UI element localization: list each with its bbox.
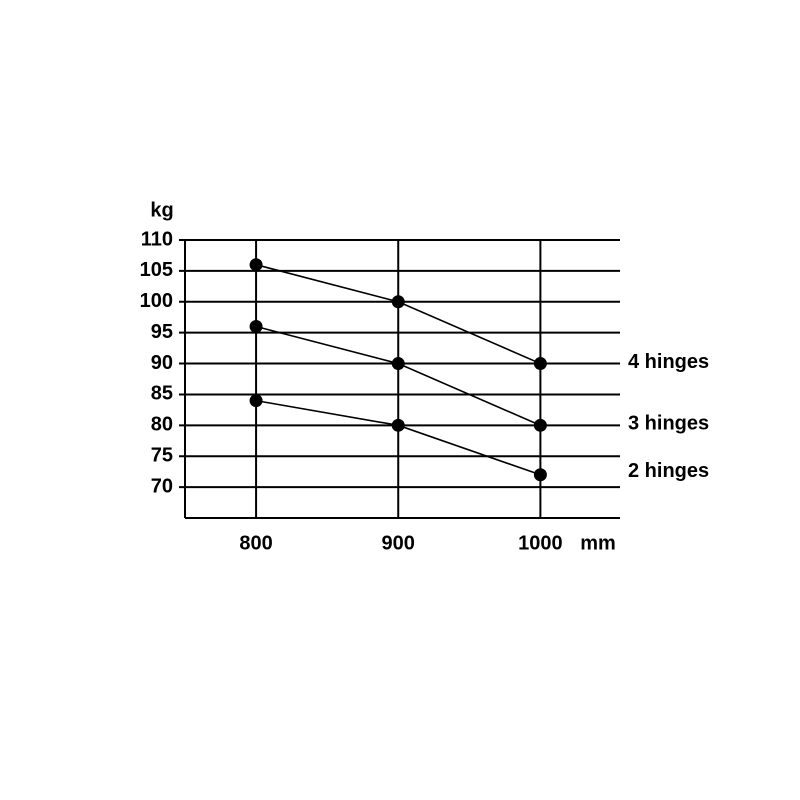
- y-tick-label: 95: [151, 321, 173, 343]
- data-point: [533, 357, 547, 371]
- y-tick-label: 100: [140, 290, 173, 312]
- y-tick-label: 90: [151, 352, 173, 374]
- y-tick-label: 110: [141, 228, 173, 250]
- x-tick-label: 1000: [518, 532, 563, 554]
- y-tick-label: 70: [151, 475, 173, 497]
- x-axis-label: mm: [580, 532, 616, 554]
- data-point: [391, 418, 405, 432]
- x-tick-label: 900: [382, 532, 415, 554]
- data-point: [249, 258, 263, 272]
- y-axis-label: kg: [150, 199, 173, 221]
- data-point: [249, 319, 263, 333]
- data-point: [533, 468, 547, 482]
- x-tick-label: 800: [239, 532, 272, 554]
- data-point: [391, 295, 405, 309]
- data-point: [249, 394, 263, 408]
- y-tick-label: 105: [140, 259, 173, 281]
- series-label: 3 hinges: [628, 413, 709, 435]
- data-point: [391, 357, 405, 371]
- data-point: [533, 418, 547, 432]
- series-label: 2 hinges: [628, 460, 709, 482]
- y-tick-label: 85: [151, 383, 173, 405]
- series-label: 4 hinges: [628, 351, 709, 373]
- y-tick-label: 75: [151, 445, 173, 467]
- y-tick-label: 80: [151, 414, 173, 436]
